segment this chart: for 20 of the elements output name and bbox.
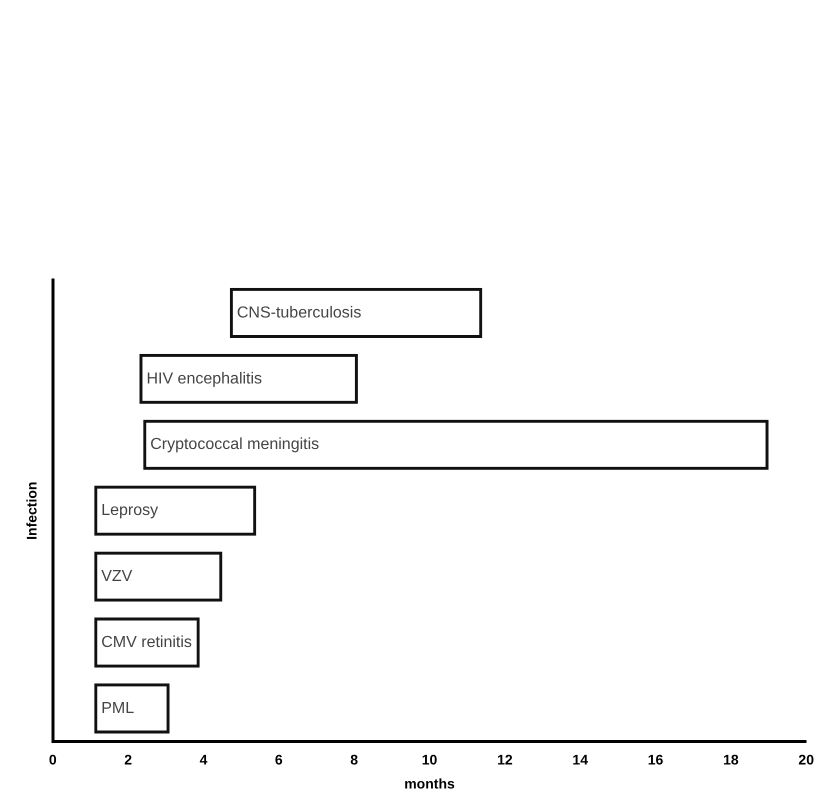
x-tick-label: 10 [422, 752, 438, 768]
x-tick-label: 8 [350, 752, 358, 768]
y-axis-title: Infection [23, 482, 40, 540]
x-axis-title: months [404, 775, 455, 792]
y-tick-label: Cryptococcal meningitis [150, 436, 320, 454]
x-tick-label: 14 [572, 752, 588, 768]
y-tick-label: CNS-tuberculosis [236, 304, 362, 322]
x-tick-label: 12 [497, 752, 513, 768]
x-tick-label: 6 [274, 752, 283, 768]
x-tick-label: 0 [48, 752, 57, 768]
x-tick-label: 16 [648, 752, 664, 768]
x-tick-label: 18 [723, 752, 739, 768]
y-tick-label: VZV [101, 568, 133, 586]
x-tick-label: 2 [124, 752, 132, 768]
x-tick-label: 20 [798, 752, 814, 768]
y-tick-label: PML [101, 700, 134, 717]
x-tick-label: 4 [200, 752, 208, 768]
y-tick-label: CMV retinitis [101, 634, 192, 651]
y-tick-label: Leprosy [101, 502, 158, 520]
y-tick-label: HIV encephalitis [146, 370, 262, 388]
